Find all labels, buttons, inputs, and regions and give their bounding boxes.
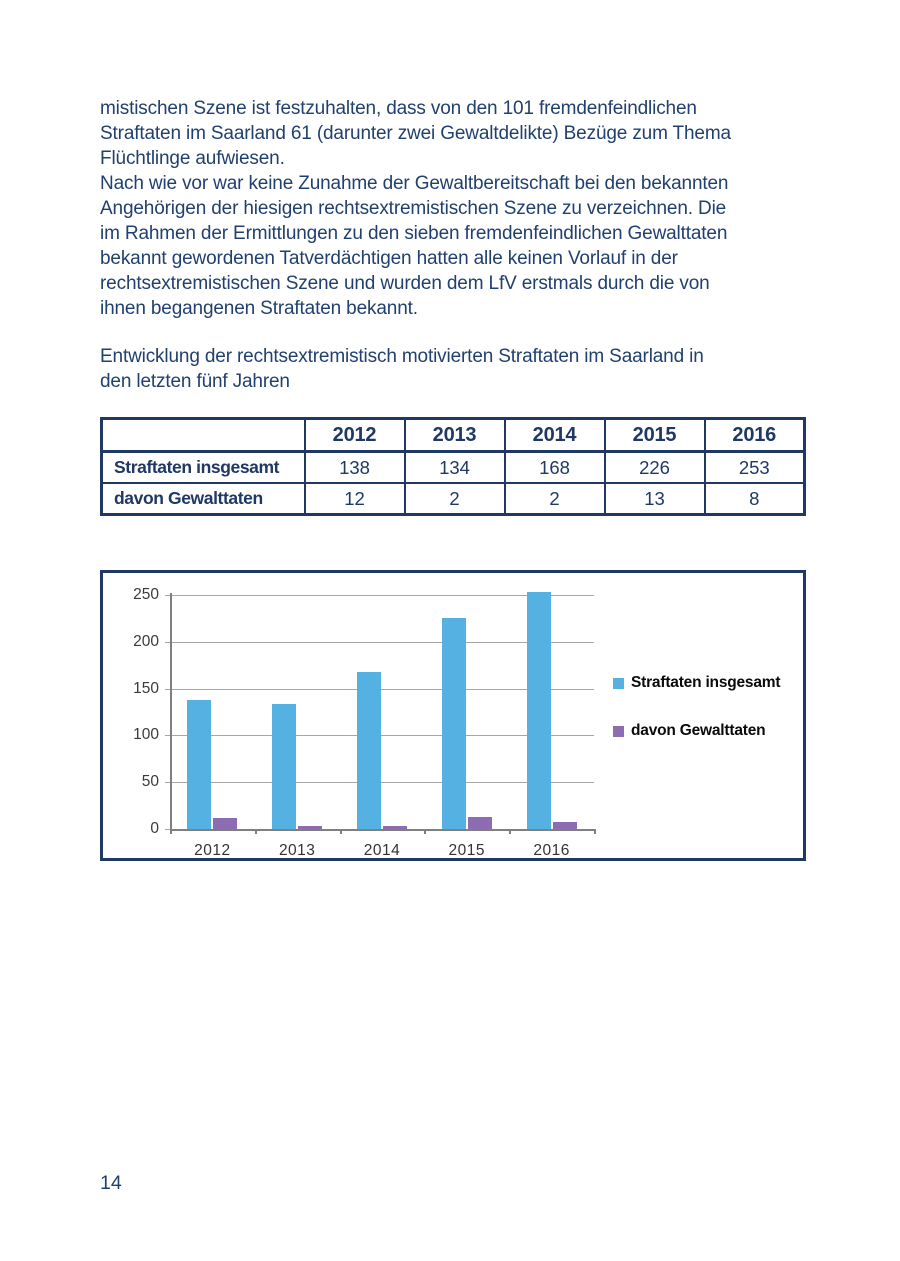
- y-axis-tick: [165, 782, 170, 784]
- y-axis-label: 50: [141, 773, 159, 791]
- bar-davon-gewalttaten: [383, 825, 407, 829]
- table-header-cell: 2012: [303, 417, 406, 453]
- y-axis-tick: [165, 641, 170, 643]
- table-cell: 168: [503, 450, 606, 484]
- x-axis-tick: [339, 829, 342, 834]
- table-header-cell: 2015: [603, 417, 706, 453]
- y-axis-label: 200: [133, 632, 159, 650]
- text-line: im Rahmen der Ermittlungen zu den sieben…: [100, 223, 728, 244]
- bar-davon-gewalttaten: [467, 816, 492, 829]
- x-axis-tick: [254, 829, 257, 834]
- table-header-row: 2012 2013 2014 2015 2016: [100, 417, 806, 453]
- x-axis-tick: [509, 829, 512, 834]
- y-axis-tick: [165, 829, 170, 830]
- table-cell: 13: [603, 482, 706, 516]
- table-header-cell: [100, 417, 306, 453]
- gridline: [170, 641, 594, 643]
- text-line: mistischen Szene ist festzuhalten, dass …: [100, 98, 697, 119]
- text-line: ihnen begangenen Straftaten bekannt.: [100, 298, 418, 319]
- bar-davon-gewalttaten: [552, 821, 577, 829]
- table-cell: 253: [703, 450, 806, 484]
- y-axis-label: 250: [133, 586, 159, 603]
- row-label: Straftaten insgesamt: [100, 450, 306, 484]
- x-axis-label: 2014: [363, 842, 401, 859]
- body-paragraph: mistischen Szene ist festzuhalten, dass …: [100, 96, 810, 321]
- row-label: davon Gewalttaten: [100, 482, 306, 516]
- table-row: Straftaten insgesamt 138 134 168 226 253: [100, 450, 806, 484]
- legend-item: Straftaten insgesamt: [613, 674, 781, 692]
- stats-table-header: 2012 2013 2014 2015 2016: [100, 417, 806, 453]
- legend-label: Straftaten insgesamt: [631, 674, 781, 691]
- table-cell: 8: [703, 482, 806, 516]
- page-number: 14: [100, 1172, 122, 1194]
- y-axis-tick: [165, 688, 170, 690]
- bar-straftaten-insgesamt: [187, 699, 212, 829]
- y-axis-tick: [165, 735, 170, 737]
- text-line: Flüchtlinge aufwiesen.: [100, 148, 285, 169]
- gridline: [170, 688, 594, 690]
- stats-table-body: Straftaten insgesamt 138 134 168 226 253 davon…: [100, 450, 806, 516]
- text-line: Angehörigen der hiesigen rechtsextremist…: [100, 198, 727, 219]
- bar-chart: 0 50 100 150 200 250 2012 2013 2014 2015 2016 Straf…: [100, 570, 806, 861]
- bar-davon-gewalttaten: [213, 817, 238, 829]
- stats-table: 2012 2013 2014 2015 2016 Straftaten insgesam…: [100, 417, 806, 516]
- x-axis-label: 2013: [278, 842, 316, 859]
- text-line: Straftaten im Saarland 61 (darunter zwei…: [100, 123, 731, 144]
- y-axis-tick: [165, 595, 170, 596]
- table-cell: 134: [403, 450, 506, 484]
- x-axis-label: 2015: [448, 842, 486, 859]
- y-axis-label: 150: [133, 679, 159, 697]
- legend-label: davon Gewalttaten: [631, 722, 766, 739]
- table-row: davon Gewalttaten 12 2 2 13 8: [100, 482, 806, 516]
- y-axis-line: [170, 593, 172, 829]
- bar-straftaten-insgesamt: [272, 703, 297, 829]
- table-cell: 12: [303, 482, 406, 516]
- gridline: [170, 595, 594, 596]
- table-cell: 138: [303, 450, 406, 484]
- table-cell: 226: [603, 450, 706, 484]
- text-line: Nach wie vor war keine Zunahme der Gewal…: [100, 173, 729, 194]
- table-cell: 2: [503, 482, 606, 516]
- bar-straftaten-insgesamt: [526, 592, 551, 829]
- y-axis-label: 100: [133, 726, 159, 744]
- x-axis-label: 2016: [533, 842, 570, 859]
- gridline: [170, 782, 594, 784]
- gridline: [170, 735, 594, 737]
- legend-color-swatch: [613, 725, 624, 737]
- text-line: Entwicklung der rechtsextremistisch moti…: [100, 346, 704, 367]
- bar-straftaten-insgesamt: [441, 617, 466, 829]
- table-header-cell: 2014: [503, 417, 606, 453]
- x-axis-tick: [424, 829, 427, 834]
- table-header-cell: 2016: [703, 417, 806, 453]
- y-axis-label: 0: [150, 820, 159, 837]
- bar-straftaten-insgesamt: [357, 671, 381, 829]
- text-line: rechtsextremistischen Szene und wurden d…: [100, 273, 710, 294]
- text-line: den letzten fünf Jahren: [100, 371, 290, 392]
- x-axis-line: [170, 829, 596, 831]
- legend-item: davon Gewalttaten: [613, 722, 766, 740]
- x-axis-label: 2012: [194, 842, 231, 859]
- bar-davon-gewalttaten: [298, 825, 323, 829]
- table-cell: 2: [403, 482, 506, 516]
- text-line: bekannt gewordenen Tatverdächtigen hatte…: [100, 248, 678, 269]
- table-header-cell: 2013: [403, 417, 506, 453]
- chart-section-caption: Entwicklung der rechtsextremistisch moti…: [100, 344, 810, 394]
- x-axis-tick: [170, 829, 172, 834]
- legend-color-swatch: [613, 677, 624, 689]
- x-axis-tick: [594, 829, 596, 834]
